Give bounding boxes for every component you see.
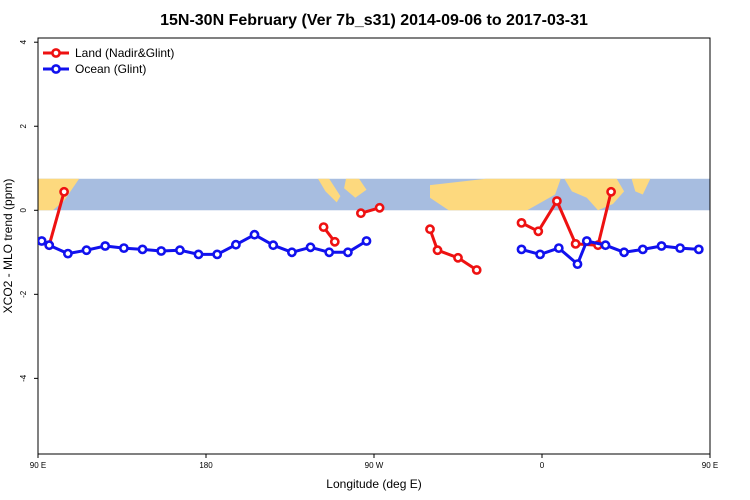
- data-point: [137, 244, 148, 255]
- chart-title: 15N-30N February (Ver 7b_s31) 2014-09-06…: [160, 12, 588, 29]
- data-point: [355, 208, 366, 219]
- data-point: [44, 240, 55, 251]
- data-point: [342, 247, 353, 258]
- y-axis: 4 2 0 -2 -4: [19, 39, 38, 382]
- map-land-shape: [631, 178, 651, 195]
- data-point: [324, 247, 335, 258]
- data-point: [453, 252, 463, 263]
- y-tick-label: -2: [19, 290, 28, 298]
- world-map-background: [38, 178, 710, 211]
- data-point: [535, 249, 545, 260]
- data-point: [249, 229, 260, 240]
- legend-label: Land (Nadir&Glint): [75, 46, 174, 60]
- data-point: [318, 222, 329, 232]
- data-point: [471, 265, 482, 275]
- data-point: [656, 241, 667, 251]
- legend-swatch-marker: [51, 48, 61, 58]
- series-layer: [38, 186, 704, 275]
- data-point: [600, 240, 611, 251]
- y-tick-label: 4: [19, 39, 28, 44]
- data-point: [100, 241, 111, 251]
- map-land-shape: [318, 178, 341, 203]
- x-tick-label: 90 W: [365, 461, 384, 470]
- y-tick-label: -4: [19, 374, 28, 382]
- data-point: [38, 236, 47, 246]
- data-point: [305, 242, 316, 253]
- map-land-shape: [38, 178, 80, 211]
- data-point: [193, 249, 204, 260]
- data-point: [286, 247, 297, 258]
- x-tick-label: 0: [540, 461, 545, 470]
- x-tick-label: 180: [199, 461, 213, 470]
- y-tick-label: 2: [19, 123, 28, 128]
- series-land: [44, 186, 616, 275]
- legend-label: Ocean (Glint): [75, 62, 146, 76]
- data-point: [675, 243, 685, 253]
- data-point: [516, 244, 527, 255]
- data-point: [361, 236, 372, 246]
- data-point: [230, 239, 241, 250]
- y-tick-label: 0: [19, 208, 28, 213]
- data-point: [81, 245, 92, 256]
- x-tick-label: 90 E: [30, 461, 46, 470]
- data-point: [156, 246, 167, 256]
- x-axis-label: Longitude (deg E): [326, 477, 421, 491]
- x-tick-label: 90 E: [702, 461, 718, 470]
- data-point: [552, 196, 562, 206]
- data-point: [533, 226, 544, 237]
- map-land-shape: [430, 178, 561, 211]
- series-line: [428, 228, 478, 272]
- data-point: [432, 245, 443, 256]
- data-point: [572, 259, 583, 269]
- data-point: [553, 243, 564, 253]
- data-point: [637, 244, 648, 255]
- data-point: [619, 247, 629, 258]
- x-axis: 90 E 180 90 W 0 90 E: [30, 454, 718, 470]
- y-axis-label: XCO2 - MLO trend (ppm): [1, 179, 15, 314]
- data-point: [693, 244, 704, 255]
- legend: Land (Nadir&Glint) Ocean (Glint): [43, 46, 174, 76]
- data-point: [425, 224, 435, 235]
- series-line: [47, 191, 66, 246]
- series-ocean: [38, 229, 704, 269]
- data-point: [119, 243, 129, 253]
- data-point: [570, 238, 581, 249]
- data-point: [329, 236, 340, 247]
- data-point: [581, 236, 592, 246]
- data-point: [516, 217, 527, 228]
- data-point: [174, 245, 185, 256]
- data-point: [63, 248, 73, 259]
- data-point: [212, 249, 223, 260]
- data-point: [59, 186, 69, 197]
- map-land-shape: [344, 178, 367, 198]
- data-point: [606, 186, 616, 197]
- data-point: [268, 240, 279, 251]
- data-point: [374, 202, 385, 213]
- legend-swatch-marker: [51, 64, 61, 74]
- map-land: [38, 178, 651, 211]
